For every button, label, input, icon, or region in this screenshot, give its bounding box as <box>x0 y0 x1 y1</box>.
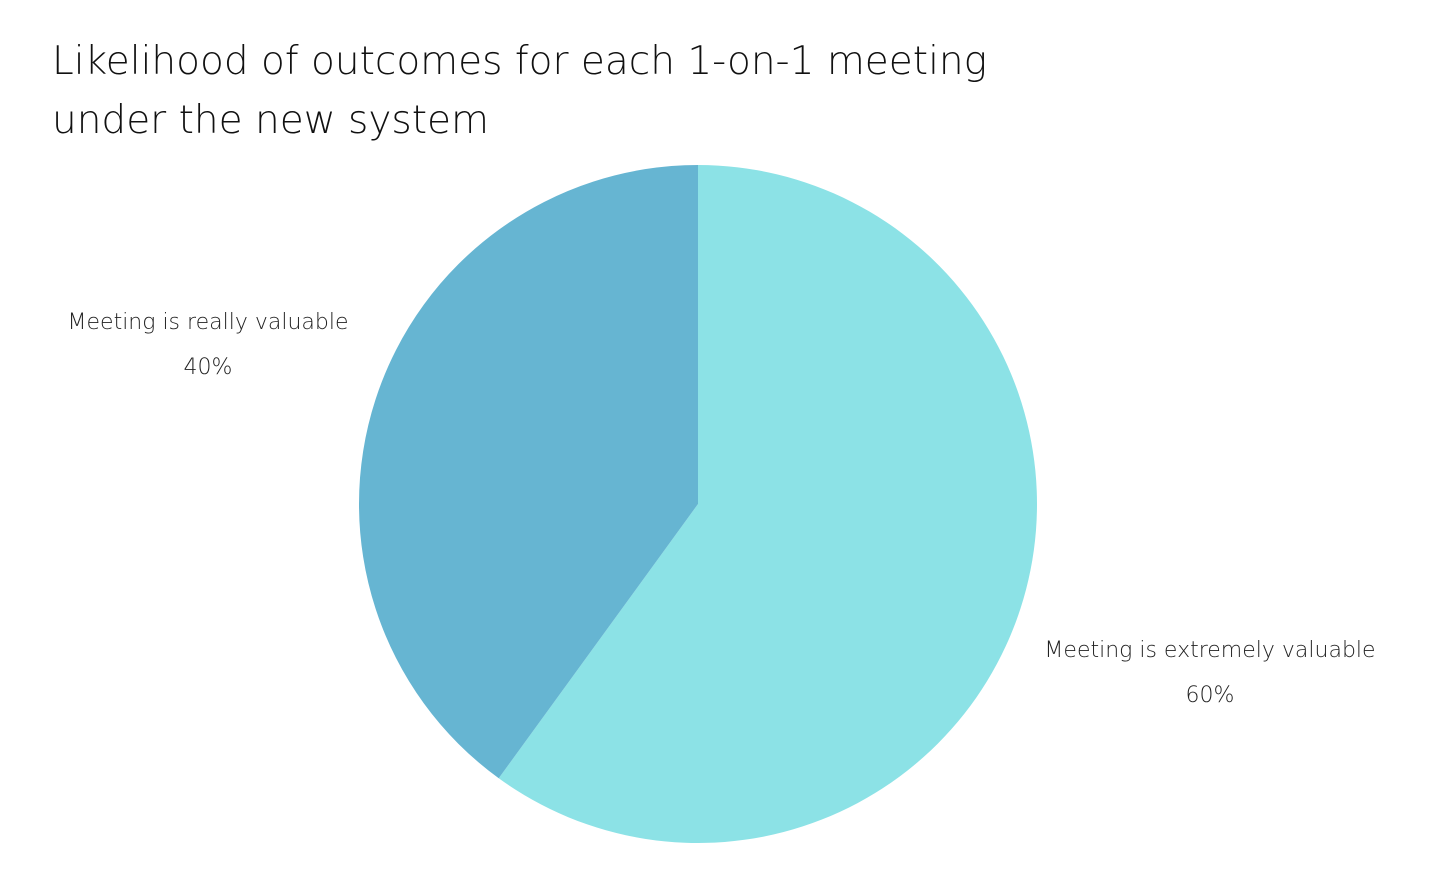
slice-label: Meeting is extremely valuable <box>1044 638 1375 663</box>
chart-title: Likelihood of outcomes for each 1-on-1 m… <box>52 39 987 84</box>
slice-value-label: 60% <box>1186 683 1235 708</box>
pie-slice <box>498 165 1037 843</box>
slice-value-label: 40% <box>184 355 233 380</box>
chart-title: under the new system <box>52 98 489 143</box>
pie-slice <box>359 164 698 779</box>
slice-label: Meeting is really valuable <box>68 310 349 335</box>
